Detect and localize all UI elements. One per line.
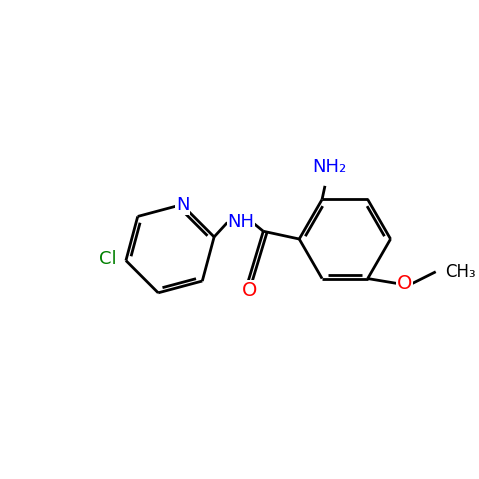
Text: N: N bbox=[176, 195, 190, 214]
Text: O: O bbox=[397, 274, 412, 293]
Text: CH₃: CH₃ bbox=[445, 263, 476, 281]
Text: Cl: Cl bbox=[99, 250, 116, 268]
Text: NH: NH bbox=[228, 214, 254, 231]
Text: NH₂: NH₂ bbox=[313, 159, 347, 176]
Text: O: O bbox=[242, 281, 257, 300]
